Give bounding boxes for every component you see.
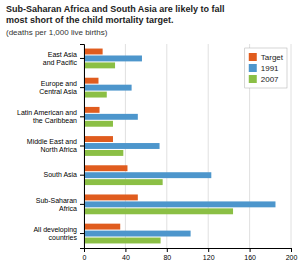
tick-mark	[167, 248, 168, 252]
grid	[84, 44, 291, 248]
tick: 120	[203, 248, 215, 261]
legend-label: 2007	[261, 75, 279, 84]
tick-mark	[291, 248, 292, 252]
tick-label: 200	[286, 254, 298, 261]
tick: South Asia	[44, 171, 84, 178]
bar	[84, 201, 275, 207]
bar	[84, 165, 127, 171]
tick: Europe andCentral Asia	[39, 80, 84, 95]
tick-label: All developingcountries	[33, 226, 77, 241]
tick-mark	[250, 248, 251, 252]
y-axis: East Asiaand Pacific Europe andCentral As…	[17, 45, 84, 249]
tick-label-line: Central Asia	[39, 88, 77, 95]
grid-line	[291, 44, 292, 248]
tick-mark	[80, 233, 84, 234]
tick: 80	[163, 248, 171, 261]
tick: Sub-SaharanAfrica	[36, 197, 84, 212]
tick-label-line: Europe and	[41, 80, 77, 88]
axis-line	[85, 249, 292, 253]
tick-label-line: the Caribbean	[33, 117, 77, 124]
bar	[84, 49, 103, 55]
legend: Target 1991 2007	[245, 48, 287, 88]
legend-item: 1991	[249, 64, 279, 73]
tick-label: 40	[122, 254, 130, 261]
grid-line	[208, 44, 209, 248]
tick-label: Latin American andthe Caribbean	[17, 109, 77, 124]
legend-label: 1991	[261, 64, 279, 73]
tick-mark	[80, 116, 84, 117]
bar	[84, 224, 120, 230]
bar	[84, 85, 132, 91]
title: Sub-Saharan Africa and South Asia are li…	[6, 4, 224, 25]
tick-label: Europe andCentral Asia	[39, 80, 77, 95]
tick-label: 120	[203, 254, 215, 261]
tick-label-line: and Pacific	[43, 59, 78, 66]
bar	[84, 172, 211, 178]
tick-mark	[208, 248, 209, 252]
tick: East Asiaand Pacific	[43, 51, 84, 66]
tick: 40	[122, 248, 130, 261]
bar	[84, 143, 160, 149]
tick-label-line: Africa	[59, 205, 77, 212]
tick-label: South Asia	[44, 171, 78, 178]
bar	[84, 121, 113, 127]
tick-mark	[125, 248, 126, 252]
bar	[84, 55, 142, 61]
tick: All developingcountries	[33, 226, 84, 241]
tick-label: 0	[83, 254, 87, 261]
tick-label-line: South Asia	[44, 171, 78, 178]
legend-swatch	[249, 64, 257, 72]
title-line: Sub-Saharan Africa and South Asia are li…	[6, 4, 224, 14]
tick-label-line: countries	[49, 234, 78, 241]
bar	[84, 150, 123, 156]
tick-label: East Asiaand Pacific	[43, 51, 78, 66]
bar	[84, 114, 138, 120]
tick: Latin American andthe Caribbean	[17, 109, 84, 124]
legend-item: Target	[249, 53, 284, 62]
subtitle: (deaths per 1,000 live births)	[6, 28, 108, 37]
tick-mark	[80, 146, 84, 147]
x-axis: 0 40 80 120 160 200	[83, 248, 298, 261]
bar	[84, 92, 107, 98]
bar	[84, 78, 98, 84]
tick: 200	[286, 248, 298, 261]
legend-frame	[245, 48, 287, 88]
axis-line	[80, 45, 85, 249]
plot: 0 40 80 120 160 200 East Asiaand Pacific Europe…	[17, 44, 297, 261]
tick-label-line: Latin American and	[17, 109, 77, 116]
tick: 0	[83, 248, 87, 261]
tick-label-line: North Africa	[40, 146, 77, 153]
tick-label-line: All developing	[33, 226, 77, 234]
bar	[84, 208, 233, 214]
bar	[84, 62, 115, 68]
bar	[84, 179, 163, 185]
bar	[84, 231, 191, 237]
bar	[84, 238, 161, 244]
chart: Sub-Saharan Africa and South Asia are li…	[0, 0, 300, 266]
tick-mark	[80, 58, 84, 59]
tick-label-line: Sub-Saharan	[36, 197, 77, 204]
tick: 160	[244, 248, 256, 261]
legend-swatch	[249, 75, 257, 83]
bar	[84, 107, 100, 113]
tick-label: Sub-SaharanAfrica	[36, 197, 77, 212]
tick: Middle East andNorth Africa	[27, 138, 84, 153]
tick-label: Middle East andNorth Africa	[27, 138, 77, 153]
grid-line	[166, 44, 167, 248]
tick-mark	[80, 204, 84, 205]
tick-mark	[80, 175, 84, 176]
tick-label: 160	[244, 254, 256, 261]
bar	[84, 136, 113, 142]
legend-swatch	[249, 53, 257, 61]
tick-label-line: Middle East and	[27, 138, 77, 145]
tick-mark	[80, 87, 84, 88]
series	[84, 62, 233, 243]
legend-item: 2007	[249, 75, 279, 84]
tick-label: 80	[163, 254, 171, 261]
tick-label-line: East Asia	[48, 51, 77, 58]
legend-label: Target	[261, 53, 284, 62]
title-line: most short of the child mortality target…	[6, 15, 174, 25]
bar	[84, 194, 138, 200]
